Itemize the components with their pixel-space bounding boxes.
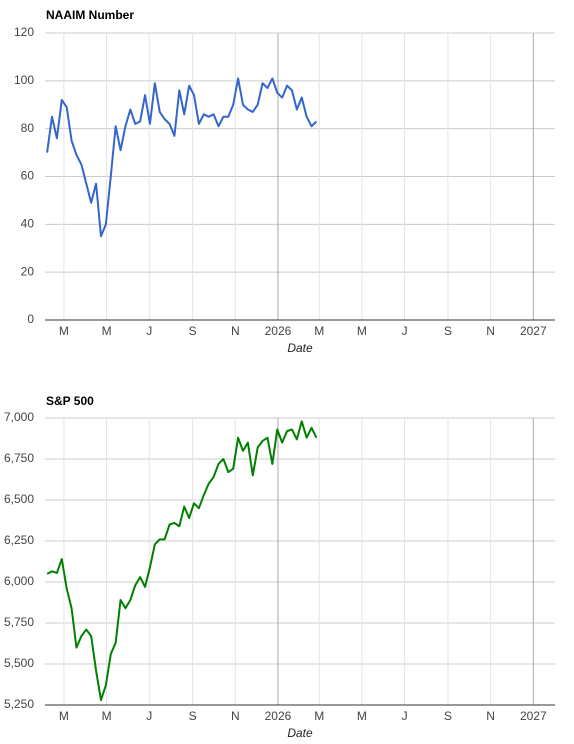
line [47, 78, 316, 236]
x-tick-label: J [402, 709, 408, 723]
x-tick-label: S [444, 324, 452, 338]
y-tick-label: 6,000 [4, 574, 34, 588]
x-tick-label: M [314, 709, 324, 723]
line [47, 421, 316, 700]
chart-title: NAAIM Number [46, 8, 134, 22]
y-tick-label: 5,750 [4, 615, 34, 629]
x-tick-label: S [189, 709, 197, 723]
y-tick-label: 20 [21, 264, 35, 278]
x-tick-label: M [59, 709, 69, 723]
x-tick-label: N [231, 709, 240, 723]
x-tick-label: J [402, 324, 408, 338]
x-tick-label: J [146, 709, 152, 723]
x-tick-label: S [189, 324, 197, 338]
x-tick-label: S [444, 709, 452, 723]
x-tick-label: N [231, 324, 240, 338]
x-tick-label: M [102, 709, 112, 723]
x-axis-label: Date [287, 341, 313, 355]
y-tick-label: 100 [14, 73, 34, 87]
x-tick-label: 2026 [265, 709, 292, 723]
y-tick-label: 40 [21, 217, 35, 231]
y-tick-label: 120 [14, 25, 34, 39]
y-tick-label: 5,500 [4, 656, 34, 670]
x-axis-label: Date [287, 726, 313, 740]
x-tick-label: 2027 [520, 709, 547, 723]
x-tick-label: M [314, 324, 324, 338]
y-tick-label: 7,000 [4, 410, 34, 424]
x-tick-label: N [486, 324, 495, 338]
y-tick-label: 6,500 [4, 492, 34, 506]
x-tick-label: 2026 [265, 324, 292, 338]
x-tick-label: M [102, 324, 112, 338]
chart-title: S&P 500 [46, 394, 94, 408]
x-tick-label: N [486, 709, 495, 723]
y-tick-label: 5,250 [4, 697, 34, 711]
y-tick-label: 80 [21, 121, 35, 135]
x-tick-label: J [146, 324, 152, 338]
x-tick-label: 2027 [520, 324, 547, 338]
y-tick-label: 6,750 [4, 451, 34, 465]
y-tick-label: 60 [21, 169, 35, 183]
y-tick-label: 6,250 [4, 533, 34, 547]
x-tick-label: M [357, 709, 367, 723]
x-tick-label: M [357, 324, 367, 338]
y-tick-label: 0 [27, 312, 34, 326]
x-tick-label: M [59, 324, 69, 338]
